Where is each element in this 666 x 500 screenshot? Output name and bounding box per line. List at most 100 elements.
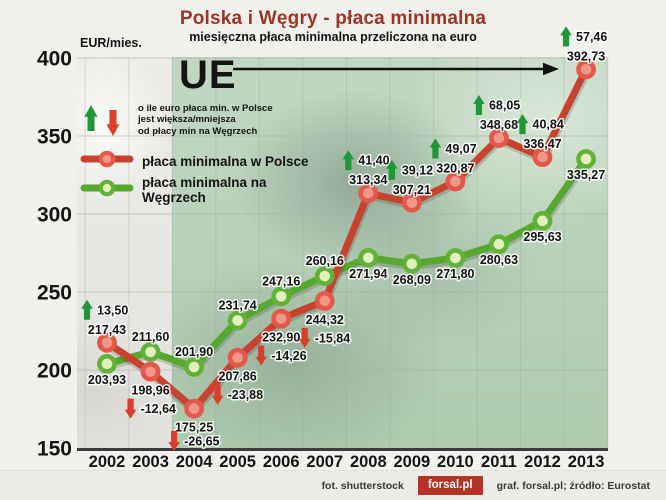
decrease-arrow-icon-2006 xyxy=(255,345,267,366)
increase-arrow-icon-2011 xyxy=(473,95,485,116)
page-subtitle: miesięczna płaca minimalna przeliczona n… xyxy=(189,30,477,44)
hungary-value-label-2004: 201,90 xyxy=(175,345,213,359)
decrease-arrow-icon-2004 xyxy=(168,431,180,451)
y-tick-label: 250 xyxy=(37,282,72,305)
x-tick-label: 2010 xyxy=(437,453,474,471)
poland-value-label-2009: 307,21 xyxy=(393,183,431,197)
increase-arrow-icon-2010 xyxy=(429,138,442,159)
increase-arrow-icon-2012 xyxy=(516,114,529,135)
x-tick-label: 2013 xyxy=(568,453,605,471)
poland-marker-2009 xyxy=(401,192,422,213)
y-tick-label: 200 xyxy=(37,360,72,383)
increase-arrow-icon-2013 xyxy=(560,26,572,47)
y-axis-unit-label: EUR/mies. xyxy=(80,36,142,50)
poland-value-label-2002: 217,43 xyxy=(88,323,126,337)
difference-label-2002: 13,50 xyxy=(97,303,128,317)
y-tick-label: 400 xyxy=(37,48,72,71)
increase-arrow-icon-2009 xyxy=(386,159,398,180)
legend-label-hungary: płaca minimalna na Węgrzech xyxy=(142,175,267,205)
eu-timeline-arrowhead xyxy=(543,62,559,76)
hungary-marker-2013 xyxy=(576,149,596,169)
difference-label-2009: 39,12 xyxy=(402,163,433,177)
difference-arrow-icons xyxy=(80,103,128,144)
x-tick-label: 2009 xyxy=(393,453,430,471)
x-tick-label: 2002 xyxy=(89,453,126,471)
poland-marker-2008 xyxy=(358,183,379,204)
hungary-value-label-2003: 211,60 xyxy=(132,330,170,344)
difference-label-2004: -26,65 xyxy=(184,435,219,449)
caption-line: jest większa/mniejsza xyxy=(138,114,236,126)
hungary-value-label-2002: 203,93 xyxy=(88,373,126,387)
legend-item-hungary: płaca minimalna na Węgrzech xyxy=(80,175,310,205)
poland-marker-2007 xyxy=(314,290,335,311)
poland-marker-2002 xyxy=(97,332,117,353)
difference-label-2005: -23,88 xyxy=(228,388,263,402)
chart-legend: o ile euro płaca min. w Polsce jest więk… xyxy=(80,103,310,205)
difference-label-2008: 41,40 xyxy=(358,154,389,168)
poland-value-label-2008: 313,34 xyxy=(349,173,387,187)
x-tick-label: 2003 xyxy=(132,453,169,471)
poland-marker-2011 xyxy=(489,128,509,148)
poland-marker-2006 xyxy=(271,308,292,329)
caption-line: o ile euro płaca min. w Polsce xyxy=(138,103,273,114)
hungary-value-label-2011: 280,63 xyxy=(480,253,518,267)
poland-marker-2012 xyxy=(532,147,553,168)
hungary-marker-2010 xyxy=(445,248,466,268)
source-credit: graf. forsal.pl; źródło: Eurostat xyxy=(496,479,650,492)
hungary-value-label-2006: 247,16 xyxy=(262,274,300,288)
hungary-marker-2005 xyxy=(227,310,248,331)
difference-label-2006: -14,26 xyxy=(271,349,306,363)
hungary-marker-2012 xyxy=(532,210,553,231)
hungary-value-label-2009: 268,09 xyxy=(393,273,431,287)
forsal-logo-badge: forsal.pl xyxy=(417,476,483,495)
poland-value-label-2007: 244,32 xyxy=(306,313,344,327)
eu-membership-band xyxy=(172,57,608,450)
hungary-sample xyxy=(80,179,134,196)
legend-label-poland: płaca minimalna w Polsce xyxy=(142,153,309,169)
poland-sample-marker xyxy=(98,150,116,167)
hungary-value-label-2007: 260,16 xyxy=(306,254,344,268)
poland-value-label-2006: 232,90 xyxy=(262,331,300,345)
hungary-marker-2008 xyxy=(358,247,379,268)
poland-value-label-2005: 207,86 xyxy=(219,370,257,384)
hungary-marker-2004 xyxy=(184,357,204,377)
hungary-sample-marker xyxy=(98,179,116,196)
hungary-marker-2003 xyxy=(140,342,161,362)
hungary-line-sample-icon xyxy=(80,179,134,202)
legend-item-poland: płaca minimalna w Polsce xyxy=(80,149,310,173)
difference-label-2013: 57,46 xyxy=(576,30,607,44)
difference-arrows-legend: o ile euro płaca min. w Polsce jest więk… xyxy=(80,103,310,144)
page-title: Polska i Węgry - płaca minimalna xyxy=(179,8,487,29)
hungary-marker-2002 xyxy=(97,353,117,374)
difference-label-2012: 40,84 xyxy=(533,118,564,132)
poland-value-label-2013: 392,73 xyxy=(567,49,605,63)
hungary-marker-2006 xyxy=(271,286,292,307)
poland-marker-2005 xyxy=(227,347,248,368)
poland-value-label-2011: 348,68 xyxy=(480,118,518,132)
poland-sample xyxy=(80,150,134,167)
hungary-marker-2007 xyxy=(314,266,335,287)
decrease-arrow-icon xyxy=(106,110,120,136)
x-tick-label: 2004 xyxy=(176,453,214,471)
poland-value-label-2012: 336,47 xyxy=(523,137,561,151)
hungary-value-label-2010: 271,80 xyxy=(436,267,474,281)
x-tick-label: 2008 xyxy=(350,453,387,471)
poland-value-label-2003: 198,96 xyxy=(131,384,169,398)
eu-accession-label: UE xyxy=(179,53,237,97)
footer-credits-bar: fot. shutterstock forsal.pl graf. forsal… xyxy=(0,470,666,500)
difference-arrows-caption: o ile euro płaca min. w Polsce jest więk… xyxy=(138,103,273,137)
poland-marker-2013 xyxy=(576,59,596,80)
poland-value-label-2004: 175,25 xyxy=(175,421,213,435)
x-tick-label: 2007 xyxy=(306,453,343,471)
decrease-arrow-icon-2003 xyxy=(124,398,137,419)
y-tick-label: 350 xyxy=(37,126,72,149)
y-tick-label: 300 xyxy=(37,204,72,227)
hungary-value-label-2012: 295,63 xyxy=(523,230,561,244)
y-tick-label: 150 xyxy=(37,438,72,461)
photo-credit: fot. shutterstock xyxy=(321,479,404,492)
poland-marker-2003 xyxy=(140,361,161,382)
decrease-arrow-icon-2005 xyxy=(211,384,224,405)
hungary-value-label-2008: 271,94 xyxy=(349,267,387,281)
hungary-value-label-2013: 335,27 xyxy=(567,168,605,182)
decrease-arrow-icon-2007 xyxy=(299,327,311,348)
